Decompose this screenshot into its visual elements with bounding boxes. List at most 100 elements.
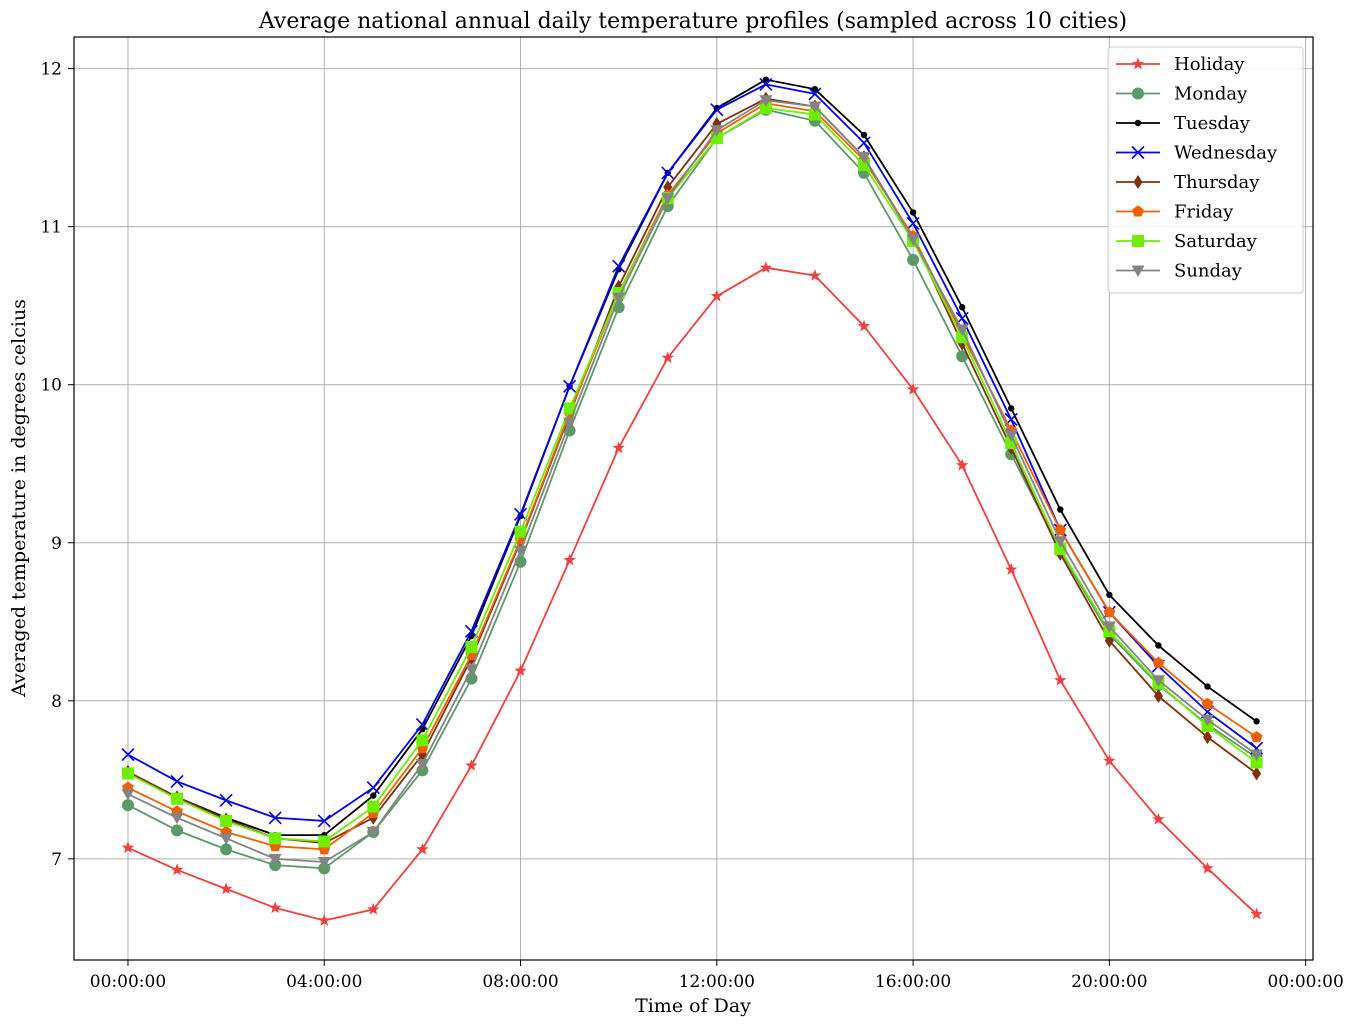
data-point (1008, 405, 1015, 412)
data-point (220, 814, 233, 827)
x-tick-label: 16:00:00 (875, 972, 951, 992)
data-point (1203, 730, 1212, 745)
data-point (464, 664, 478, 676)
data-point (1201, 714, 1214, 727)
data-point (710, 103, 724, 117)
data-point (909, 209, 917, 216)
series-tuesday (124, 76, 1260, 839)
data-point (1250, 730, 1263, 743)
data-point (1053, 536, 1067, 548)
series-sunday (121, 95, 1264, 869)
data-point (367, 800, 380, 813)
data-point (317, 857, 331, 869)
data-point (857, 136, 871, 150)
data-point (121, 747, 135, 762)
data-point (808, 108, 821, 121)
series-line (127, 97, 1258, 844)
legend-marker (1132, 87, 1144, 100)
data-point (1151, 675, 1165, 687)
data-point (465, 759, 478, 771)
data-point (219, 882, 233, 895)
legend-item-wednesday: Wednesday (1116, 143, 1278, 164)
data-point (317, 814, 331, 828)
data-point (762, 76, 770, 83)
data-point (1155, 642, 1162, 649)
series-wednesday (121, 77, 1264, 828)
data-point (465, 641, 478, 654)
data-point (1152, 656, 1165, 668)
y-tick-label: 9 (51, 534, 62, 554)
data-point (219, 793, 233, 807)
data-point (121, 789, 135, 801)
series-line (127, 107, 1258, 843)
series-monday (121, 103, 1263, 875)
data-point (808, 269, 822, 281)
axis-ticks: 00:00:00 04:00:00 08:00:00 12:00:00 16:00:00… (40, 60, 1343, 992)
y-tick-label: 7 (51, 850, 62, 870)
data-point (661, 351, 674, 364)
data-point (907, 253, 920, 266)
data-point (171, 824, 184, 837)
legend-marker (1131, 265, 1145, 277)
data-point (171, 792, 184, 805)
legend-item-friday: Friday (1116, 202, 1234, 223)
data-point (710, 125, 724, 137)
data-point (367, 902, 380, 915)
x-tick-label: 00:00:00 (1267, 972, 1343, 992)
data-point (759, 77, 773, 91)
data-point (710, 289, 723, 302)
legend-item-sunday: Sunday (1116, 261, 1243, 282)
legend-item-saturday: Saturday (1116, 231, 1258, 252)
legend-label: Thursday (1174, 172, 1260, 193)
data-point (268, 811, 282, 825)
series-thursday (123, 91, 1262, 851)
data-point (759, 102, 772, 115)
legend-label: Tuesday (1174, 113, 1251, 134)
data-point (1152, 812, 1165, 825)
data-point (906, 234, 920, 246)
y-axis-label: Averaged temperature in degrees celcius (8, 299, 30, 698)
data-point (121, 767, 134, 780)
legend-item-monday: Monday (1116, 84, 1248, 105)
data-point (1201, 697, 1214, 709)
data-point (563, 424, 576, 437)
data-point (219, 833, 233, 845)
legend-marker (1133, 175, 1143, 189)
y-tick-label: 11 (40, 218, 62, 238)
data-point (612, 441, 625, 454)
x-tick-label: 20:00:00 (1071, 972, 1147, 992)
series-line (127, 266, 1258, 922)
data-point (1103, 606, 1116, 618)
data-point (269, 901, 282, 914)
data-point (464, 624, 479, 638)
data-point (1102, 621, 1116, 634)
x-tick-label: 00:00:00 (90, 972, 166, 992)
data-point (906, 382, 920, 395)
data-point (661, 166, 675, 180)
data-point (415, 717, 429, 732)
legend-box (1107, 46, 1304, 294)
data-point (416, 842, 429, 855)
legend-label: Monday (1174, 84, 1248, 105)
data-point (1204, 683, 1211, 690)
data-point (1106, 591, 1113, 599)
data-point (860, 131, 868, 139)
legend-item-holiday: Holiday (1116, 54, 1245, 75)
data-point (857, 152, 871, 164)
legend-label: Sunday (1174, 261, 1243, 282)
data-point (808, 87, 822, 101)
y-tick-label: 8 (51, 692, 62, 712)
x-tick-label: 08:00:00 (482, 972, 558, 992)
legend-item-tuesday: Tuesday (1116, 113, 1251, 134)
data-point (955, 458, 969, 471)
data-point (121, 799, 134, 812)
legend-marker (1134, 119, 1142, 127)
legend-label: Holiday (1174, 54, 1245, 75)
data-point (514, 525, 527, 538)
series-holiday (121, 261, 1263, 926)
data-point (563, 379, 577, 393)
series-saturday (121, 102, 1263, 848)
data-point (906, 216, 920, 231)
data-point (811, 85, 819, 93)
data-point (366, 826, 380, 839)
